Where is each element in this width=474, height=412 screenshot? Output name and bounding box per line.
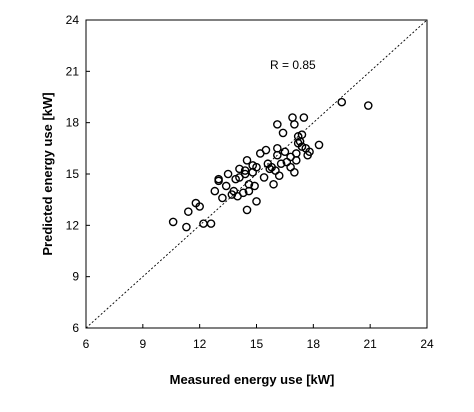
x-tick-label: 6 xyxy=(83,337,90,351)
correlation-annotation: R = 0.85 xyxy=(270,58,316,72)
data-point xyxy=(183,207,193,216)
x-tick-label: 15 xyxy=(250,337,264,351)
x-tick-label: 9 xyxy=(139,337,146,351)
data-point xyxy=(274,171,284,181)
data-point xyxy=(242,205,252,215)
data-point xyxy=(314,140,324,150)
data-point xyxy=(278,128,288,138)
data-point xyxy=(244,179,254,189)
data-point xyxy=(210,186,220,196)
data-point xyxy=(305,147,314,157)
data-point xyxy=(288,113,297,122)
data-point xyxy=(299,113,309,122)
data-point xyxy=(363,101,373,110)
y-tick-label: 24 xyxy=(66,13,80,27)
data-points xyxy=(168,97,373,232)
data-point xyxy=(195,202,204,211)
y-axis-title: Predicted energy use [kW] xyxy=(40,92,55,255)
data-point xyxy=(269,179,278,189)
data-point xyxy=(182,222,191,232)
data-point xyxy=(206,219,216,228)
data-point xyxy=(235,164,244,174)
x-tick-label: 12 xyxy=(193,337,207,351)
data-point xyxy=(214,176,223,186)
data-point xyxy=(242,156,252,165)
y-tick-label: 6 xyxy=(72,321,79,335)
x-axis-title: Measured energy use [kW] xyxy=(170,372,335,387)
data-point xyxy=(259,173,269,182)
data-point xyxy=(276,159,286,169)
x-tick-label: 21 xyxy=(363,337,377,351)
data-point xyxy=(291,156,301,165)
data-point xyxy=(297,130,307,139)
data-point xyxy=(280,147,290,157)
data-point xyxy=(218,193,227,203)
y-tick-label: 21 xyxy=(66,64,80,78)
data-point xyxy=(199,219,208,228)
data-point xyxy=(290,120,299,129)
data-point xyxy=(252,197,261,206)
data-point xyxy=(221,181,231,191)
data-point xyxy=(290,167,299,177)
y-tick-label: 9 xyxy=(72,270,79,284)
data-point xyxy=(337,97,347,107)
data-point xyxy=(223,169,233,179)
x-axis-ticks: 6 9 12 15 18 21 24 xyxy=(83,324,434,351)
y-tick-label: 18 xyxy=(66,116,80,130)
data-point xyxy=(265,164,275,174)
x-tick-label: 18 xyxy=(307,337,321,351)
y-tick-label: 15 xyxy=(66,167,80,181)
x-tick-label: 24 xyxy=(420,337,434,351)
data-point xyxy=(273,144,282,153)
data-point xyxy=(240,169,250,179)
data-point xyxy=(168,217,178,227)
y-tick-label: 12 xyxy=(66,218,80,232)
data-point xyxy=(250,181,259,191)
data-point xyxy=(273,120,282,129)
data-point xyxy=(240,166,250,175)
data-point xyxy=(238,188,248,198)
data-point xyxy=(291,149,301,158)
data-point xyxy=(261,145,271,155)
data-point xyxy=(252,162,261,172)
y-axis-ticks: 6 9 12 15 18 21 24 xyxy=(66,13,90,335)
